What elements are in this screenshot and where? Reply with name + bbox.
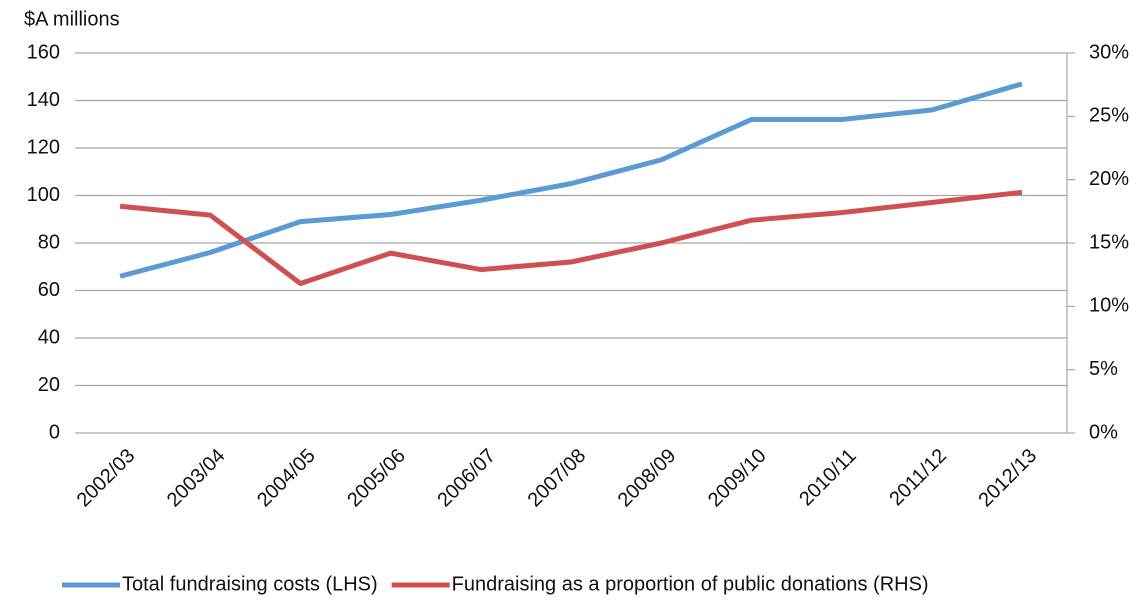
- y2-tick-label: 0%: [1089, 421, 1118, 443]
- x-tick-label: 2002/03: [73, 445, 140, 512]
- series-line: [119, 189, 1023, 287]
- y-tick-label: 0: [49, 421, 60, 443]
- x-tick-label: 2006/07: [433, 445, 500, 512]
- legend-label: Fundraising as a proportion of public do…: [452, 573, 929, 595]
- y-tick-label: 120: [27, 136, 60, 158]
- x-tick-label: 2008/09: [614, 445, 681, 512]
- legend-label: Total fundraising costs (LHS): [122, 573, 378, 595]
- x-tick-label: 2005/06: [343, 445, 410, 512]
- y-tick-label: 40: [38, 326, 60, 348]
- y2-tick-label: 25%: [1089, 105, 1129, 127]
- y-tick-label: 140: [27, 89, 60, 111]
- y2-tick-label: 20%: [1089, 168, 1129, 190]
- x-tick-label: 2010/11: [795, 445, 861, 511]
- y-tick-label: 100: [27, 184, 60, 206]
- y2-tick-label: 30%: [1089, 41, 1129, 63]
- x-tick-label: 2003/04: [163, 445, 230, 512]
- x-tick-label: 2009/10: [704, 445, 771, 512]
- y-axis-label: $A millions: [24, 8, 120, 30]
- y2-tick-label: 10%: [1089, 295, 1129, 317]
- y-tick-label: 60: [38, 279, 60, 301]
- x-tick-label: 2007/08: [524, 445, 591, 512]
- x-tick-label: 2011/12: [885, 445, 951, 511]
- x-tick-label: 2012/13: [975, 445, 1042, 512]
- y2-tick-label: 5%: [1089, 358, 1118, 380]
- x-tick-label: 2004/05: [253, 445, 320, 512]
- y-tick-label: 160: [27, 41, 60, 63]
- y2-tick-label: 15%: [1089, 231, 1129, 253]
- series-line: [119, 81, 1023, 279]
- y-tick-label: 20: [38, 374, 60, 396]
- y-tick-label: 80: [38, 231, 60, 253]
